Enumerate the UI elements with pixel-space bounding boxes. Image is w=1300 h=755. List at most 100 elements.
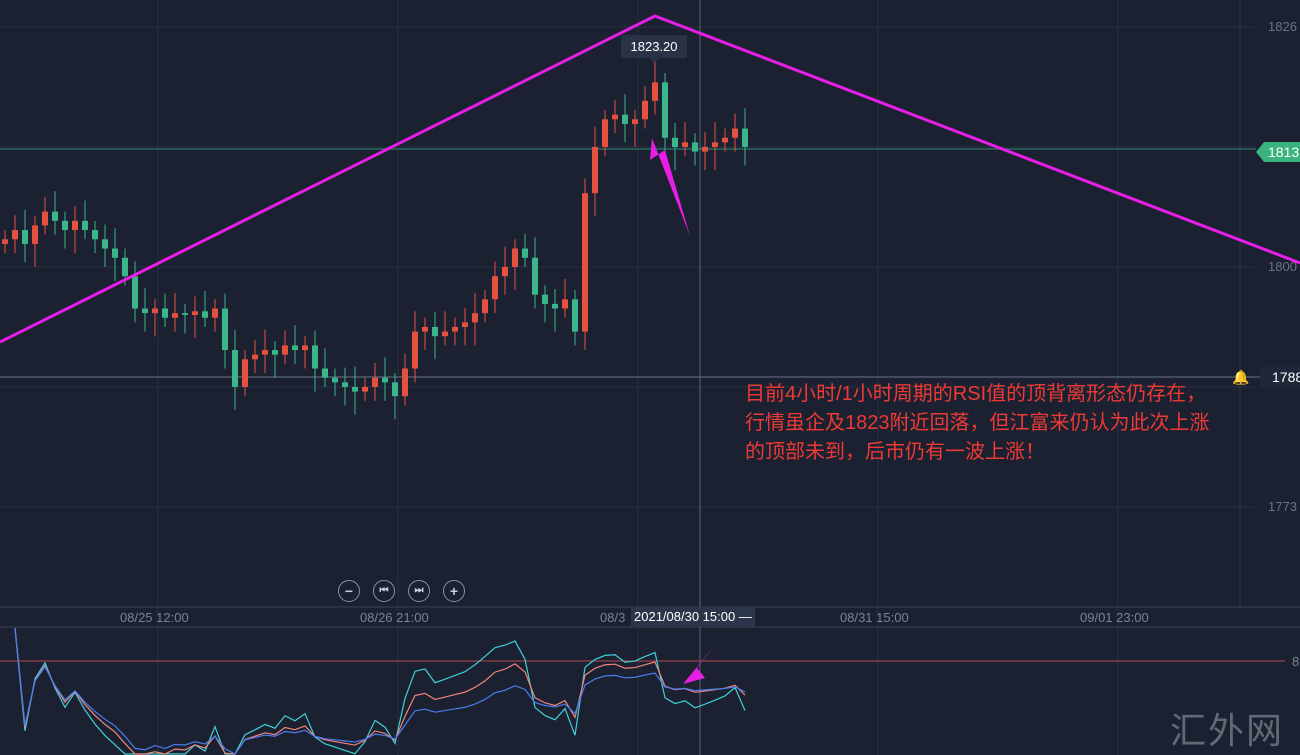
crosshair-time-label: 2021/08/30 15:00 — — [631, 607, 755, 627]
candle-body — [352, 386, 358, 392]
candle-body — [472, 313, 478, 323]
crosshair-price-tag: 1788 — [1260, 367, 1300, 387]
candle-body — [642, 100, 648, 120]
candle-body — [502, 266, 508, 277]
candle-body — [702, 146, 708, 152]
candle-body — [172, 313, 178, 318]
candle-body — [212, 308, 218, 318]
candle-body — [342, 382, 348, 387]
candle-body — [692, 142, 698, 152]
candle-body — [32, 225, 38, 244]
candle-body — [652, 82, 658, 101]
zoom-out-button[interactable]: − — [338, 580, 360, 602]
time-tick: 08/31 15:00 — [840, 610, 909, 625]
high-price-tooltip: 1823.20 — [621, 35, 687, 63]
candle-body — [602, 119, 608, 147]
candle-body — [182, 313, 188, 315]
candle-body — [682, 142, 688, 147]
candle-body — [82, 220, 88, 231]
candle-body — [332, 377, 338, 383]
arrow-annotation — [650, 138, 690, 236]
candle-body — [22, 230, 28, 244]
candle-body — [262, 350, 268, 355]
candle-body — [322, 368, 328, 378]
scroll-start-button[interactable]: ⏮ — [373, 580, 395, 602]
candle-body — [512, 248, 518, 267]
candle-body — [482, 299, 488, 314]
candle-body — [492, 276, 498, 300]
candle-body — [432, 326, 438, 337]
time-tick: 08/3 — [600, 610, 626, 625]
bell-icon[interactable]: 🔔 — [1232, 369, 1250, 385]
candle-body — [372, 377, 378, 387]
candle-body — [362, 386, 368, 392]
rsi-arrow-annotation — [683, 644, 716, 684]
candle-body — [62, 220, 68, 231]
candle-body — [102, 239, 108, 249]
candle-body — [52, 211, 58, 221]
candle-body — [382, 377, 388, 383]
candle-body — [582, 193, 588, 332]
candle-body — [162, 308, 168, 318]
candle-body — [12, 230, 18, 240]
candle-body — [292, 345, 298, 351]
candle-body — [452, 326, 458, 332]
candle-body — [632, 119, 638, 124]
rsi-line-12 — [14, 627, 746, 755]
candle-body — [252, 354, 258, 360]
candle-body — [592, 146, 598, 194]
zoom-in-button[interactable]: + — [443, 580, 465, 602]
candle-body — [742, 128, 748, 147]
candle-body — [122, 257, 128, 277]
candle-body — [72, 220, 78, 231]
time-tick: 09/01 23:00 — [1080, 610, 1149, 625]
candle-body — [442, 331, 448, 337]
candle-body — [572, 299, 578, 332]
candle-body — [232, 350, 238, 387]
candle-body — [622, 114, 628, 124]
candle-body — [282, 345, 288, 355]
candle-body — [402, 368, 408, 397]
candle-body — [522, 248, 528, 258]
candle-body — [612, 114, 618, 120]
price-tick: 1800 — [1268, 259, 1297, 274]
analysis-annotation: 目前4小时/1小时周期的RSI值的顶背离形态仍存在， 行情虽企及1823附近回落… — [745, 383, 1210, 463]
candle-body — [542, 294, 548, 304]
candle-body — [412, 331, 418, 369]
candle-body — [152, 308, 158, 314]
candle-body — [712, 142, 718, 147]
time-tick: 08/26 21:00 — [360, 610, 429, 625]
candle-body — [272, 350, 278, 355]
trendline — [0, 14, 1300, 344]
candle-body — [302, 345, 308, 351]
candle-body — [732, 128, 738, 138]
price-tick: 1826 — [1268, 19, 1297, 34]
watermark-logo: 汇外网 — [1170, 711, 1285, 752]
price-tick: 1773 — [1268, 499, 1297, 514]
candle-body — [562, 299, 568, 309]
rsi-line-24 — [14, 627, 746, 755]
candle-body — [132, 276, 138, 309]
candle-body — [242, 359, 248, 387]
candle-body — [202, 311, 208, 318]
current-price-tag: 1813 — [1256, 142, 1300, 162]
candle-body — [222, 308, 228, 351]
candle-body — [192, 311, 198, 315]
candle-body — [92, 230, 98, 240]
candle-body — [422, 326, 428, 332]
candle-body — [2, 239, 8, 244]
candle-body — [462, 322, 468, 327]
candle-body — [552, 303, 558, 309]
candle-body — [672, 137, 678, 147]
candle-body — [312, 345, 318, 369]
candle-body — [532, 257, 538, 295]
candle-body — [392, 382, 398, 397]
time-tick: 08/25 12:00 — [120, 610, 189, 625]
rsi-level-label: 8 — [1292, 654, 1300, 669]
candle-body — [722, 137, 728, 143]
candle-body — [112, 248, 118, 258]
scroll-end-button[interactable]: ⏭ — [408, 580, 430, 602]
candle-body — [42, 211, 48, 226]
candle-body — [142, 308, 148, 314]
